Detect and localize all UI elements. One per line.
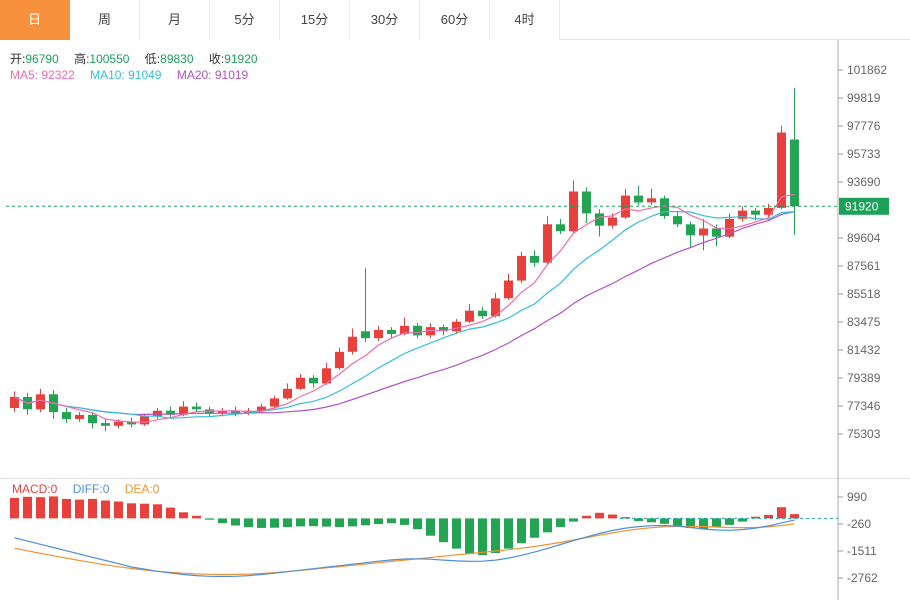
svg-text:99819: 99819 — [847, 91, 881, 105]
y-axis: 101862 99819 97776 95733 93690 89604 87561 8551… — [838, 63, 887, 441]
svg-text:101862: 101862 — [847, 63, 887, 77]
svg-text:83475: 83475 — [847, 315, 881, 329]
svg-text:95733: 95733 — [847, 147, 881, 161]
tab-60min[interactable]: 60分 — [420, 0, 490, 40]
svg-text:87561: 87561 — [847, 259, 881, 273]
svg-text:97776: 97776 — [847, 119, 881, 133]
tab-4hour[interactable]: 4时 — [490, 0, 560, 40]
svg-text:-1511: -1511 — [847, 544, 877, 558]
svg-text:-2762: -2762 — [847, 571, 878, 585]
svg-text:85518: 85518 — [847, 287, 881, 301]
tab-day[interactable]: 日 — [0, 0, 70, 40]
macd-histogram — [10, 496, 799, 556]
candles — [10, 87, 799, 432]
dea-line — [14, 523, 795, 576]
ma20-line — [14, 211, 795, 416]
svg-text:93690: 93690 — [847, 175, 881, 189]
tab-5min[interactable]: 5分 — [210, 0, 280, 40]
interval-tab-bar: 日 周 月 5分 15分 30分 60分 4时 — [0, 0, 910, 40]
tab-week[interactable]: 周 — [70, 0, 140, 40]
ma5-line — [14, 193, 795, 423]
svg-text:81432: 81432 — [847, 343, 881, 357]
svg-text:77346: 77346 — [847, 399, 881, 413]
svg-text:79389: 79389 — [847, 371, 881, 385]
current-price-badge: 91920 — [839, 197, 889, 215]
svg-text:-260: -260 — [847, 517, 871, 531]
tab-15min[interactable]: 15分 — [280, 0, 350, 40]
macd-axis: 990 -260 -1511 -2762 — [838, 490, 878, 585]
ma10-line — [14, 211, 795, 419]
svg-text:75303: 75303 — [847, 427, 881, 441]
svg-text:990: 990 — [847, 490, 867, 504]
tab-30min[interactable]: 30分 — [350, 0, 420, 40]
svg-text:89604: 89604 — [847, 231, 881, 245]
tab-month[interactable]: 月 — [140, 0, 210, 40]
svg-text:91920: 91920 — [845, 199, 879, 213]
diff-line — [14, 519, 795, 578]
